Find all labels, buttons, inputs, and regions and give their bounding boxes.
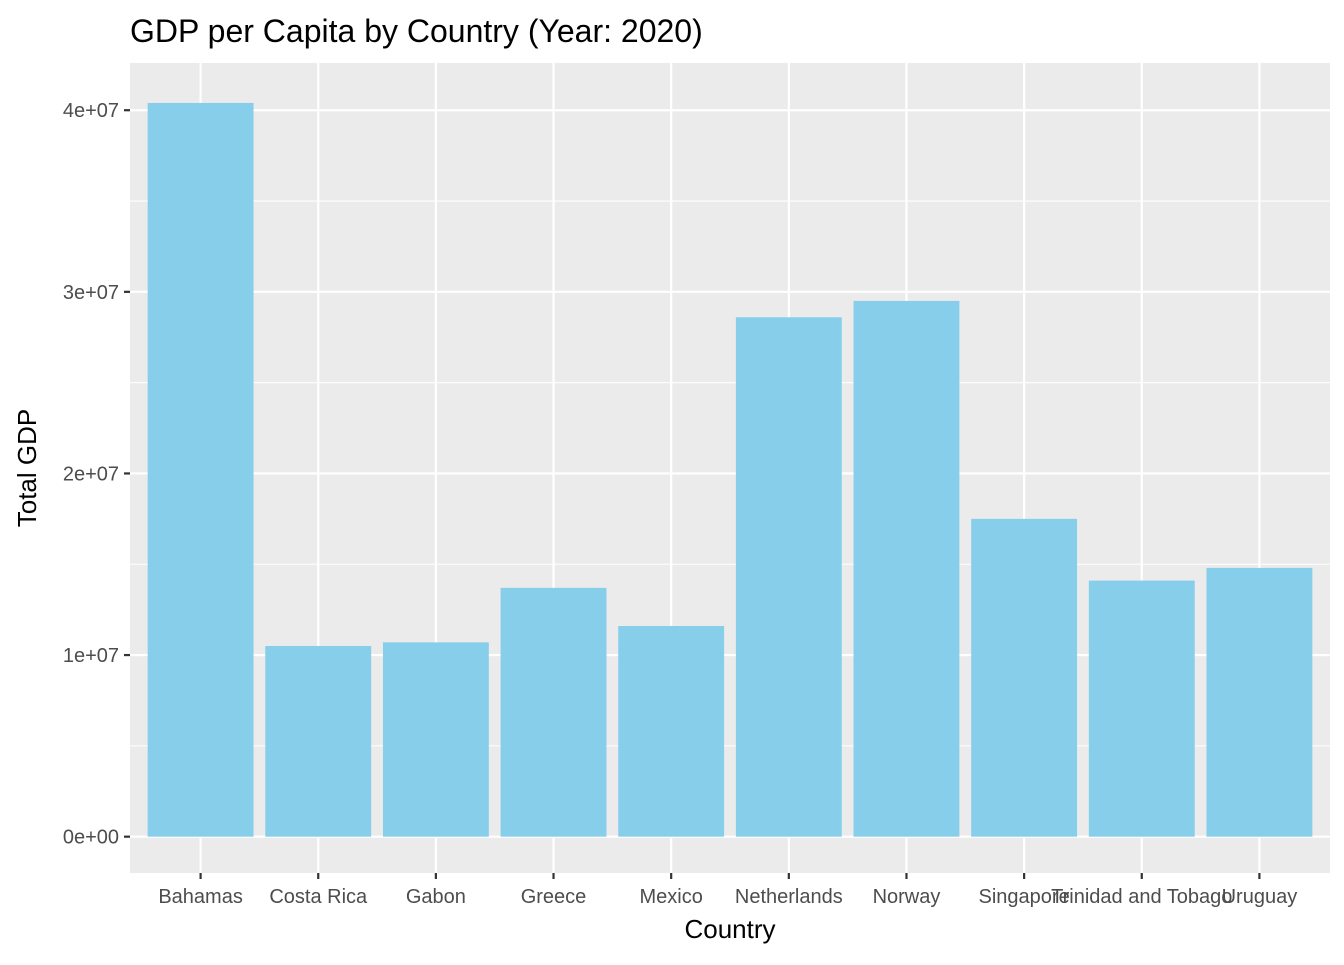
bar [735, 317, 842, 837]
x-tick-label: Trinidad and Tobago [1051, 886, 1232, 908]
bar [147, 102, 254, 837]
x-axis-label: Country [684, 914, 775, 944]
bar [853, 300, 960, 837]
bar [382, 642, 489, 837]
x-tick-label: Uruguay [1222, 886, 1298, 908]
y-axis-label: Total GDP [12, 409, 42, 528]
x-tick-label: Norway [873, 886, 941, 908]
x-tick-label: Greece [521, 886, 587, 908]
x-tick-label: Netherlands [735, 886, 843, 908]
y-tick-label: 1e+07 [63, 645, 119, 667]
y-tick-label: 4e+07 [63, 100, 119, 122]
bar [500, 587, 607, 837]
bar [971, 518, 1078, 837]
bar [618, 626, 725, 837]
y-axis: 0e+00 1e+07 2e+07 3e+07 4e+07 [63, 100, 130, 849]
y-tick-label: 2e+07 [63, 463, 119, 485]
y-tick-label: 0e+00 [63, 827, 119, 849]
x-tick-label: Mexico [639, 886, 702, 908]
x-axis: Bahamas Costa Rica Gabon Greece Mexico Nether… [158, 873, 1297, 908]
x-tick-label: Bahamas [158, 886, 243, 908]
chart-title: GDP per Capita by Country (Year: 2020) [130, 13, 703, 49]
x-tick-label: Gabon [406, 886, 466, 908]
bar [1088, 580, 1195, 837]
bars [147, 102, 1313, 837]
x-tick-label: Singapore [979, 886, 1070, 908]
y-tick-label: 3e+07 [63, 282, 119, 304]
bar [1206, 567, 1313, 837]
x-tick-label: Costa Rica [269, 886, 368, 908]
bar [265, 645, 372, 837]
